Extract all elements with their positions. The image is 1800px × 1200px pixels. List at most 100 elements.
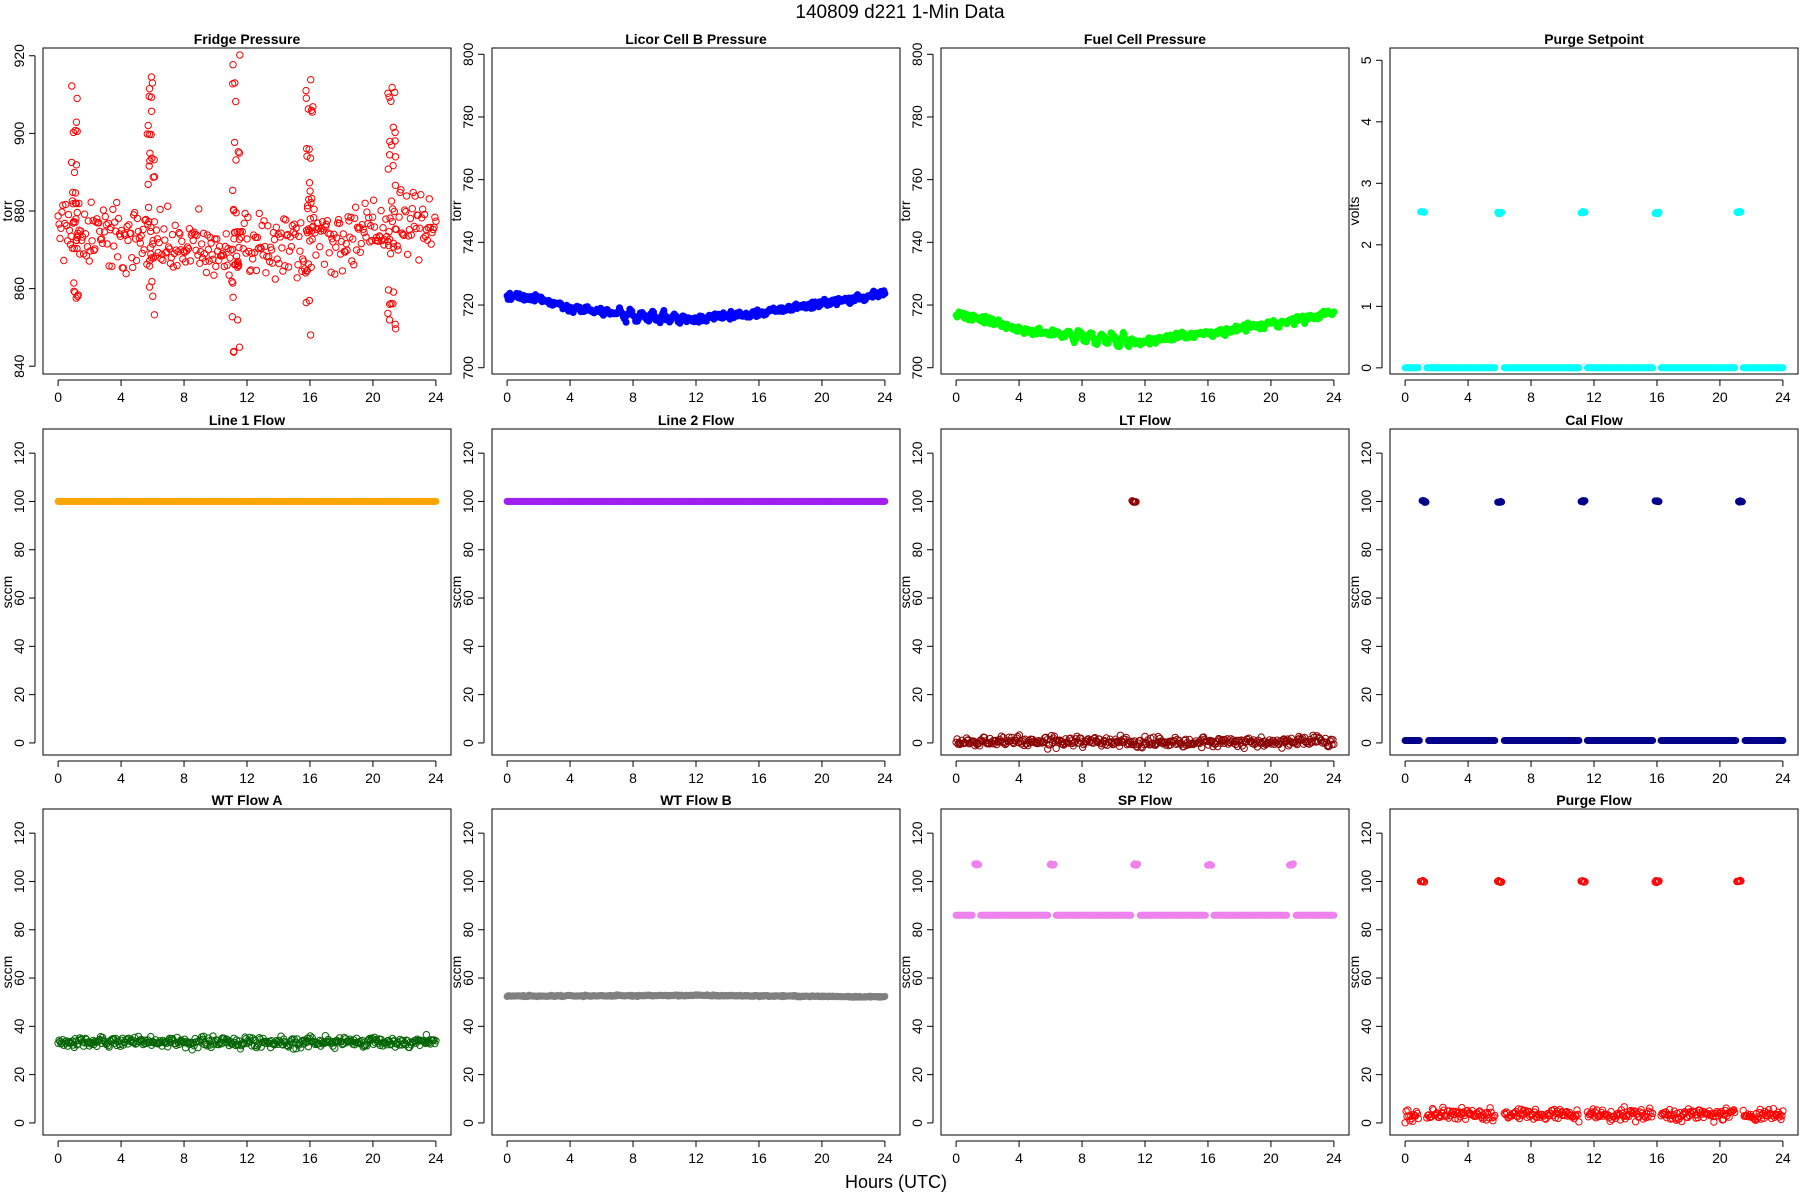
y-tick-label: 740	[909, 230, 925, 254]
data-point	[327, 268, 335, 276]
x-tick-label: 4	[117, 1150, 125, 1166]
data-point	[388, 205, 397, 213]
data-point	[622, 318, 630, 326]
data-point	[232, 252, 241, 260]
data-point	[308, 235, 316, 243]
data-point	[159, 256, 167, 264]
data-point	[255, 209, 263, 218]
y-tick-label: 700	[909, 356, 925, 380]
data-point	[247, 266, 255, 274]
data-point	[1404, 1106, 1412, 1114]
data-point	[306, 187, 314, 195]
data-point	[391, 181, 400, 190]
data-point	[334, 215, 343, 224]
x-tick-label: 20	[814, 1150, 830, 1166]
data-point	[264, 222, 272, 230]
y-tick-label: 100	[909, 870, 925, 894]
data-point	[310, 214, 318, 222]
data-point	[425, 195, 433, 203]
data-point	[306, 154, 315, 162]
data-point	[202, 268, 211, 277]
data-point	[113, 253, 122, 261]
y-tick-label: 40	[460, 638, 476, 654]
x-tick-label: 20	[1712, 770, 1728, 786]
data-point	[294, 261, 302, 269]
plot-frame	[1389, 47, 1799, 375]
data-point	[96, 227, 104, 236]
y-tick-label: 120	[11, 821, 27, 845]
data-point	[1292, 739, 1300, 748]
data-point	[422, 1031, 431, 1039]
data-point	[109, 205, 117, 214]
data-point	[403, 250, 412, 259]
data-point	[73, 208, 82, 217]
data-point	[292, 224, 300, 232]
y-tick-label: 20	[460, 687, 476, 703]
data-point	[356, 248, 364, 257]
data-point	[278, 244, 286, 252]
data-point	[385, 93, 393, 101]
data-point	[307, 76, 315, 84]
data-point	[312, 251, 320, 259]
y-tick-label: 40	[460, 1018, 476, 1034]
data-point	[388, 83, 396, 92]
y-tick-label: 80	[460, 922, 476, 938]
data-point	[113, 198, 121, 207]
data-point	[1132, 742, 1141, 751]
data-point	[252, 266, 261, 275]
data-point	[1732, 736, 1740, 744]
data-point	[67, 158, 76, 167]
data-point	[415, 256, 423, 264]
data-point	[384, 309, 392, 318]
y-axis-label: sccm	[448, 576, 464, 609]
x-tick-label: 24	[877, 1150, 893, 1166]
data-point	[250, 248, 259, 257]
data-point	[186, 257, 195, 265]
panel-title: Line 1 Flow	[209, 412, 285, 428]
x-tick-label: 20	[365, 770, 381, 786]
data-point	[139, 225, 147, 234]
data-point	[406, 214, 415, 223]
data-point	[149, 173, 158, 181]
y-tick-label: 920	[11, 44, 27, 68]
data-point	[881, 497, 889, 505]
data-point	[150, 218, 159, 226]
data-point	[307, 198, 315, 207]
x-tick-label: 16	[751, 389, 767, 405]
data-point	[225, 271, 233, 279]
data-point	[1575, 364, 1583, 372]
data-point	[1779, 364, 1787, 372]
y-tick-label: 120	[460, 821, 476, 845]
data-point	[222, 230, 230, 238]
data-point	[228, 313, 237, 321]
data-point	[107, 223, 115, 232]
data-point	[64, 210, 73, 219]
data-point	[361, 199, 369, 208]
data-point	[386, 300, 394, 308]
plot-frame	[940, 808, 1350, 1136]
x-tick-label: 0	[952, 389, 960, 405]
data-point	[1143, 740, 1151, 748]
data-point	[391, 128, 399, 137]
panel-title: Purge Flow	[1556, 792, 1632, 808]
data-point	[416, 224, 424, 232]
x-tick-label: 0	[952, 770, 960, 786]
data-point	[282, 216, 290, 224]
y-tick-label: 2	[1358, 241, 1374, 249]
plot-frame	[42, 428, 452, 756]
data-point	[262, 269, 270, 277]
data-point	[331, 270, 339, 278]
data-point	[308, 194, 316, 203]
data-point	[389, 123, 397, 132]
data-point	[384, 165, 392, 173]
y-tick-label: 100	[11, 870, 27, 894]
data-point	[111, 218, 119, 226]
data-point	[407, 231, 415, 239]
data-point	[271, 275, 279, 283]
y-tick-label: 800	[460, 42, 476, 66]
y-tick-label: 720	[460, 293, 476, 317]
data-point	[148, 154, 156, 162]
y-tick-label: 120	[909, 821, 925, 845]
y-tick-label: 720	[909, 293, 925, 317]
data-point	[235, 228, 244, 237]
